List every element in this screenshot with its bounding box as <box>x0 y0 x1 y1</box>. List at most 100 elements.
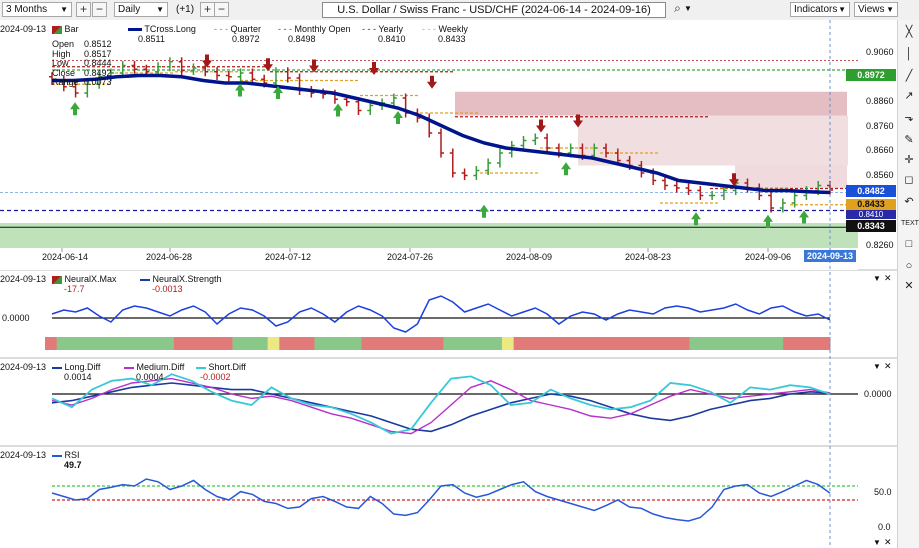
rectangle-icon[interactable]: □ <box>905 238 913 250</box>
y-tick: 0.9060 <box>866 47 894 57</box>
price-bar <box>768 191 775 213</box>
price-bar <box>284 67 291 83</box>
neural-strip-cell <box>595 337 608 350</box>
x-current-tag: 2024-09-13 <box>804 250 857 262</box>
undo-icon[interactable]: ↶ <box>904 196 914 208</box>
supply-zone <box>735 165 847 188</box>
neural-strip-cell <box>220 337 233 350</box>
short-diff-line <box>51 373 831 435</box>
neural-strip-cell <box>548 337 562 350</box>
price-bar <box>485 158 492 175</box>
chevron-down-icon: ▼ <box>886 5 894 14</box>
range-select[interactable]: 3 Months ▼ <box>2 2 72 17</box>
neural-strip-cell <box>209 337 222 350</box>
price-bar <box>791 191 798 208</box>
close-all-icon[interactable]: ╳ <box>905 26 913 38</box>
price-bar <box>438 128 444 158</box>
y-tick: 0.8260 <box>866 240 894 250</box>
y-tick: 0.8560 <box>866 170 894 180</box>
close-price-tag: 0.8482 <box>846 185 896 197</box>
neural-strip-cell <box>68 337 81 350</box>
neural-strip-cell <box>490 337 503 350</box>
monthly-legend: - - - Monthly Open 0.8498 <box>278 24 351 44</box>
neural-strip-cell <box>255 337 269 350</box>
neural-strip-cell <box>818 337 831 350</box>
neural-strip-cell <box>642 337 655 350</box>
neural-strip-cell <box>302 337 315 350</box>
neural-strip-cell <box>337 337 351 350</box>
neural-strip-cell <box>431 337 444 350</box>
chart-area[interactable] <box>0 0 897 548</box>
neural-strip-cell <box>665 337 679 350</box>
down-arrow-icon <box>263 58 273 72</box>
price-bar <box>603 143 610 158</box>
close-pane-icon[interactable]: ✕ <box>884 361 892 371</box>
neural-strip-cell <box>455 337 468 350</box>
edit-icon[interactable]: ✎ <box>904 134 914 146</box>
x-tick: 2024-07-26 <box>387 252 434 262</box>
neural-strip-cell <box>583 337 597 350</box>
tcross-legend: TCross.Long 0.8511 <box>128 24 196 44</box>
price-bar <box>237 68 244 82</box>
price-bar <box>202 63 209 77</box>
ray-icon[interactable]: ↗ <box>904 90 914 102</box>
down-arrow-icon <box>202 54 212 68</box>
neuralx-strength-legend: NeuralX.Strength -0.0013 <box>140 274 222 294</box>
interval-select[interactable]: Daily ▼ <box>114 2 168 17</box>
price-bar <box>496 148 503 168</box>
bar-swatch-icon <box>52 25 62 34</box>
chevron-down-icon: ▼ <box>156 5 164 14</box>
pane-settings-icon[interactable]: ▼ <box>873 274 881 283</box>
chevron-down-icon[interactable]: ▼ <box>684 4 692 13</box>
neural-strip-cell <box>630 337 644 350</box>
add-button[interactable]: + <box>200 2 215 17</box>
price-bar <box>72 82 79 98</box>
remove-button[interactable]: − <box>214 2 229 17</box>
close-pane-icon[interactable]: ✕ <box>884 273 892 283</box>
neural-strip-cell <box>244 337 257 350</box>
ellipse-icon[interactable]: ○ <box>905 260 913 272</box>
neural-strip-cell <box>783 337 796 350</box>
price-bar <box>214 67 221 80</box>
pane-settings-icon[interactable]: ▼ <box>873 362 881 371</box>
search-icon[interactable]: ⌕ <box>674 1 681 15</box>
text-icon[interactable]: TEXT <box>901 220 919 227</box>
views-button[interactable]: Views ▼ <box>854 2 898 17</box>
signal-arrows <box>70 54 809 228</box>
up-arrow-icon <box>561 162 571 176</box>
vertical-line-icon[interactable]: │ <box>905 48 913 60</box>
indicators-button[interactable]: Indicators ▼ <box>790 2 850 17</box>
pane-settings-icon[interactable]: ▼ <box>873 538 881 547</box>
close-pane-icon[interactable]: ✕ <box>884 537 892 547</box>
price-bar <box>272 67 279 88</box>
price-bar <box>249 68 256 84</box>
price-bar <box>520 136 527 150</box>
neural-strip-cell <box>127 337 140 350</box>
neural-strip-cell <box>619 337 632 350</box>
medium-diff-legend: Medium.Diff 0.0004 <box>124 362 184 382</box>
x-tick: 2024-06-28 <box>146 252 193 262</box>
neural-strip-cell <box>91 337 105 350</box>
price-bar <box>709 191 716 200</box>
trendline-icon[interactable]: ╱ <box>905 70 913 82</box>
bubble-icon[interactable]: ◻ <box>904 174 914 186</box>
zoom-in-button[interactable]: + <box>76 2 91 17</box>
up-arrow-icon <box>799 210 809 224</box>
supply-zone <box>455 91 847 116</box>
weekly-legend: - - - Weekly 0.8433 <box>422 24 468 44</box>
down-arrow-icon <box>573 114 583 128</box>
neural-strip-cell <box>162 337 175 350</box>
crosshair-icon[interactable]: ✛ <box>904 154 914 166</box>
neural-strip-cell <box>396 337 409 350</box>
instrument-title[interactable]: U.S. Dollar / Swiss Franc - USD/CHF (202… <box>322 2 666 18</box>
neural-strip-cell <box>291 337 304 350</box>
neural-strip-cell <box>478 337 491 350</box>
offset-label: (+1) <box>176 4 195 15</box>
delete-icon[interactable]: ✕ <box>904 280 914 292</box>
arrow-icon[interactable]: ⬎ <box>904 112 914 124</box>
neural-strip-cell <box>443 337 456 350</box>
neural-strip-cell <box>806 337 819 350</box>
zoom-out-button[interactable]: − <box>92 2 107 17</box>
neuralx-max-legend: NeuralX.Max -17.7 <box>52 274 117 294</box>
up-arrow-icon <box>479 204 489 218</box>
